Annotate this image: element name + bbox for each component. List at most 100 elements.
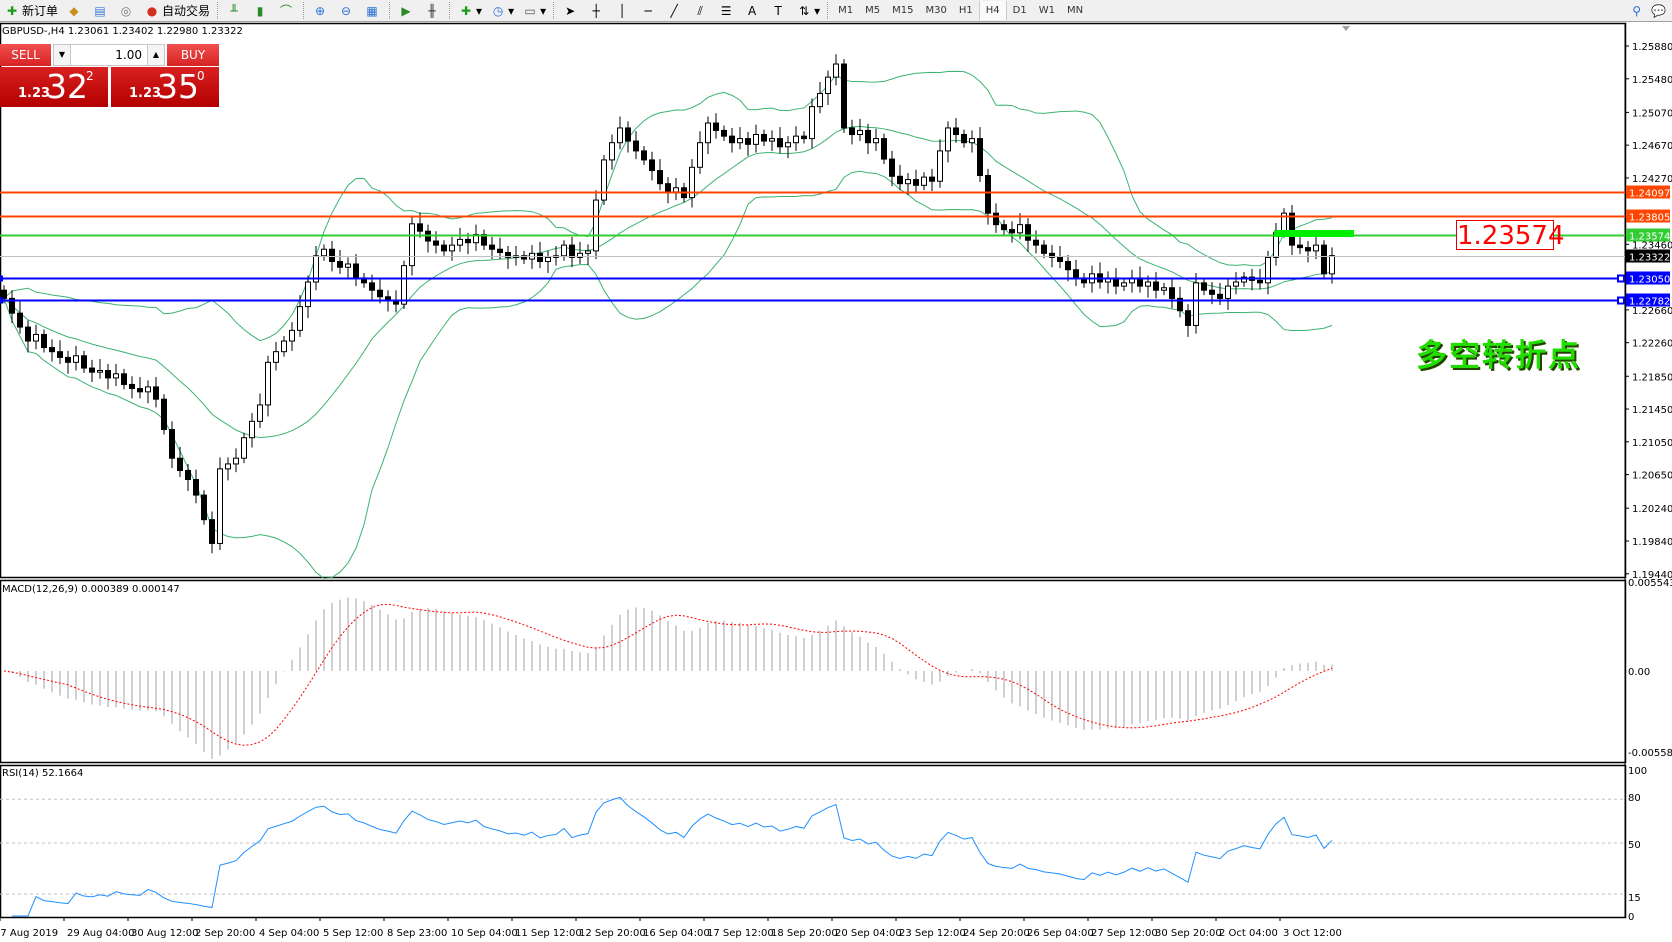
crosshair-button[interactable]: ┼: [584, 1, 610, 20]
text-button[interactable]: A: [740, 1, 766, 20]
bear-candle: [713, 122, 719, 131]
volume-value[interactable]: 1.00: [115, 48, 142, 62]
periods-icon: ◷: [492, 3, 504, 18]
time-axis-label: 5 Sep 12:00: [323, 928, 383, 939]
bull-candle: [233, 457, 239, 465]
macd-tick-label: 0.00: [1628, 667, 1650, 678]
bear-candle: [1305, 247, 1311, 252]
bar-chart-button[interactable]: ╨: [222, 1, 248, 20]
trendline-button[interactable]: ╱: [662, 1, 688, 20]
fibonacci-button[interactable]: ☰: [714, 1, 740, 20]
signals-button[interactable]: ◎: [114, 1, 140, 20]
bear-candle: [1033, 239, 1039, 246]
bull-candle: [601, 159, 607, 201]
bull-candle: [281, 340, 287, 353]
zoom-in-button[interactable]: ⊕: [308, 1, 334, 20]
timeframe-h1[interactable]: H1: [958, 5, 973, 16]
bear-candle: [953, 127, 959, 136]
price-line-label: 1.22782: [1629, 297, 1670, 308]
bear-candle: [17, 312, 23, 328]
new-order-button[interactable]: ✚ 新订单: [0, 1, 62, 20]
bear-candle: [1297, 244, 1303, 249]
arrows-button[interactable]: ⇅ ▾: [792, 1, 824, 20]
bull-candle: [97, 370, 103, 373]
bull-candle: [249, 420, 255, 439]
tile-windows-icon: ▦: [366, 3, 378, 18]
bear-candle: [961, 134, 967, 144]
timeframe-m30[interactable]: M30: [925, 5, 947, 16]
timeframe-d1[interactable]: D1: [1012, 5, 1027, 16]
bar-chart-icon: ╨: [230, 3, 238, 18]
turning-point-note[interactable]: 多空转折点: [1416, 338, 1581, 374]
candlestick-button[interactable]: ▮: [248, 1, 274, 20]
chart-shift-button[interactable]: ╫: [420, 1, 446, 20]
timeframe-w1[interactable]: W1: [1038, 5, 1055, 16]
timeframe-mn[interactable]: MN: [1066, 5, 1084, 16]
pivot-zone-marker: [1274, 230, 1354, 237]
time-axis-label: 4 Sep 04:00: [259, 928, 319, 939]
templates-button[interactable]: ▭ ▾: [518, 1, 550, 20]
tile-windows-button[interactable]: ▦: [360, 1, 386, 20]
indicators-button[interactable]: ✚ ▾: [454, 1, 486, 20]
timeframe-m1[interactable]: M1: [838, 5, 854, 16]
price-tick-label: 1.25070: [1632, 108, 1672, 119]
auto-scroll-button[interactable]: ▶: [394, 1, 420, 20]
periods-button[interactable]: ◷ ▾: [486, 1, 518, 20]
bull-candle: [409, 223, 415, 267]
equidistant-channel-button[interactable]: ⫽: [688, 1, 714, 20]
sell-button[interactable]: SELL: [0, 44, 51, 66]
price-line-label: 1.23050: [1629, 275, 1670, 286]
horizontal-line-button[interactable]: ─: [636, 1, 662, 20]
toolbar-separator: [389, 2, 391, 19]
price-text-label[interactable]: 1.23574: [1456, 220, 1565, 251]
chat-icon[interactable]: 💬: [1651, 3, 1666, 18]
text-label-button[interactable]: T: [766, 1, 792, 20]
bear-candle: [481, 233, 487, 246]
market-watch-icon: ▤: [94, 3, 106, 18]
price-line-label: 1.23805: [1629, 213, 1670, 224]
auto-trading-label: 自动交易: [162, 4, 211, 18]
bull-candle: [73, 355, 79, 363]
market-watch-button[interactable]: ▤: [88, 1, 114, 20]
timeframe-m5[interactable]: M5: [865, 5, 881, 16]
bull-candle: [297, 306, 303, 331]
volume-field[interactable]: ▼ 1.00 ▲: [53, 44, 165, 66]
experts-button[interactable]: ◆: [62, 1, 88, 20]
sell-price[interactable]: 1.23 32 2: [0, 67, 108, 107]
bull-candle: [545, 256, 551, 263]
auto-scroll-icon: ▶: [401, 3, 411, 18]
indicators-icon: ✚: [461, 3, 472, 18]
volume-decrease-button[interactable]: ▼: [54, 45, 71, 65]
time-axis-label: 20 Sep 04:00: [835, 928, 902, 939]
bear-candle: [1, 289, 7, 299]
bear-candle: [353, 263, 359, 279]
macd-title: MACD(12,26,9) 0.000389 0.000147: [2, 584, 180, 595]
line-chart-button[interactable]: ⌒: [274, 1, 300, 20]
time-axis-label: 18 Sep 20:00: [771, 928, 838, 939]
bear-candle: [649, 159, 655, 172]
time-axis-label: 2 Sep 20:00: [195, 928, 255, 939]
bear-candle: [81, 355, 87, 369]
buy-price[interactable]: 1.23 35 0: [111, 67, 219, 107]
price-tick-label: 1.25880: [1632, 42, 1672, 53]
volume-increase-button[interactable]: ▲: [147, 45, 164, 65]
price-tick-label: 1.22660: [1632, 306, 1672, 317]
bear-candle: [65, 356, 71, 363]
timeframe-h4[interactable]: H4: [978, 1, 1007, 20]
auto-trading-button[interactable]: ● 自动交易: [140, 1, 214, 20]
timeframe-m15[interactable]: M15: [892, 5, 914, 16]
bull-candle: [33, 333, 39, 342]
line-handle: [0, 275, 3, 282]
price-line-label-bg: [1626, 271, 1670, 285]
search-icon[interactable]: ⚲: [1632, 3, 1642, 18]
cursor-button[interactable]: ➤: [558, 1, 584, 20]
vertical-line-button[interactable]: │: [610, 1, 636, 20]
bear-candle: [105, 370, 111, 379]
price-tick-label: 1.20650: [1632, 471, 1672, 482]
bull-candle: [857, 129, 863, 136]
buy-button[interactable]: BUY: [167, 44, 219, 66]
zoom-out-button[interactable]: ⊖: [334, 1, 360, 20]
bull-candle: [241, 437, 247, 459]
rsi-tick-label: 50: [1628, 840, 1641, 851]
